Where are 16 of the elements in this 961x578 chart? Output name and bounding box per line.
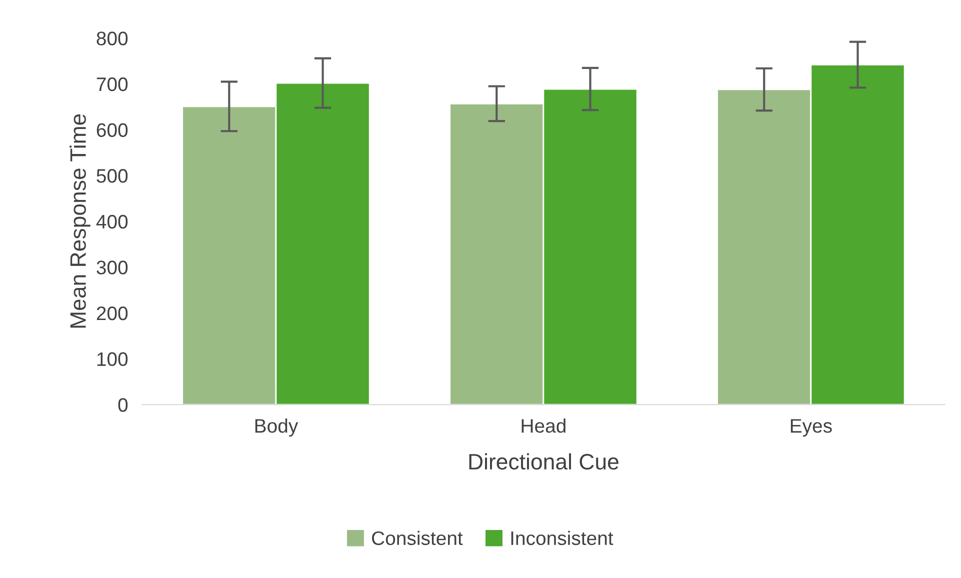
x-tick-label: Head	[522, 418, 566, 433]
y-tick-label: 300	[96, 260, 128, 274]
y-tick-label: 500	[96, 169, 128, 183]
x-tick-label: Body	[255, 418, 298, 437]
x-tick-label: Eyes	[790, 419, 832, 437]
y-tick-label: 800	[96, 32, 128, 46]
y-tick-label: 400	[96, 214, 128, 229]
x-axis-title: Directional Cue	[469, 453, 618, 470]
y-tick-label: 600	[96, 123, 128, 137]
y-tick-label: 100	[97, 352, 128, 366]
legend-label: Inconsistent	[511, 530, 614, 546]
legend-label: Consistent	[372, 530, 463, 546]
y-tick-label: 200	[96, 306, 128, 320]
y-tick-label: 700	[96, 77, 128, 92]
y-axis-title: Mean Response Time	[70, 114, 90, 328]
y-tick-label: 0	[118, 398, 128, 412]
